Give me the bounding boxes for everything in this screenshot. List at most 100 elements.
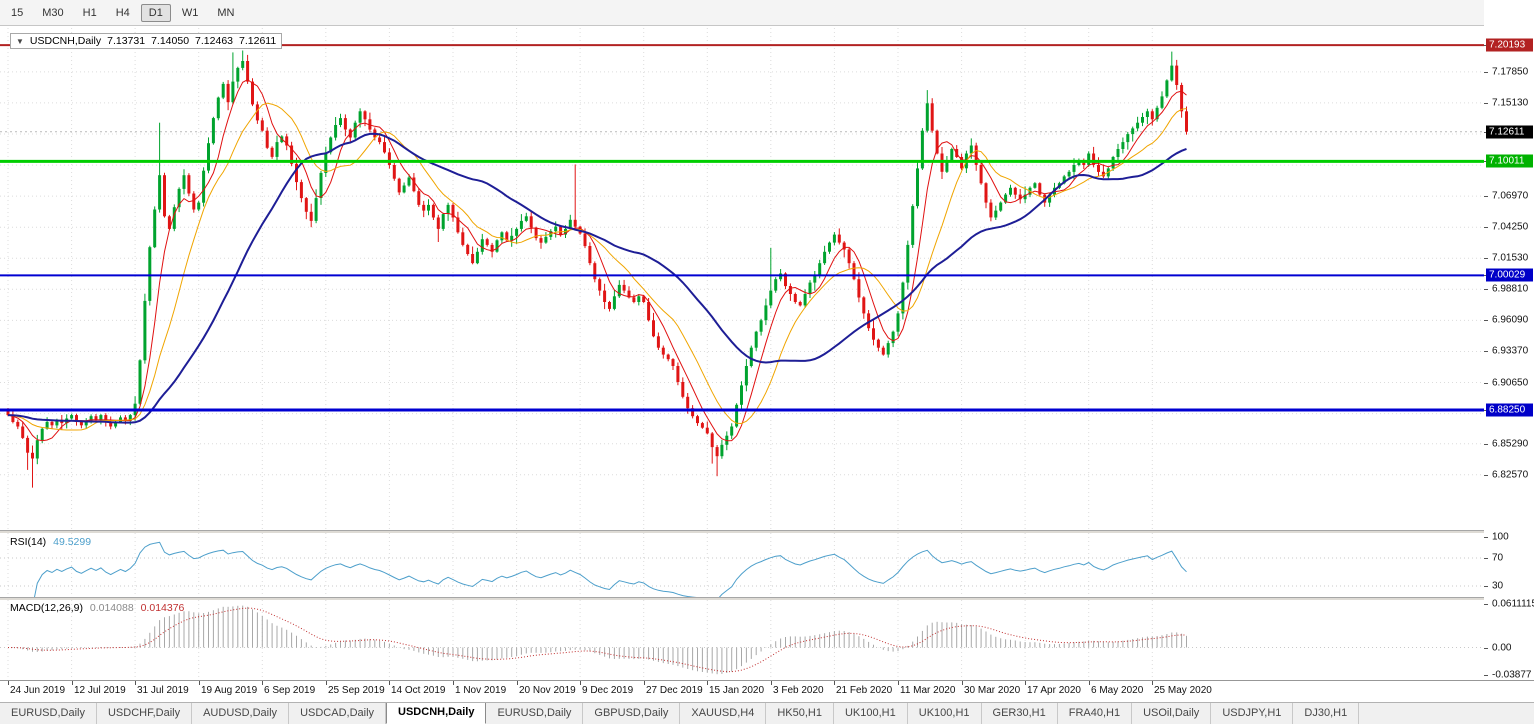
price-axis-label: 100 [1492,531,1509,543]
date-label: 20 Nov 2019 [519,685,576,696]
price-scale[interactable]: 7.17850 7.15130 7.06970 7.04250 7.01530 6.988… [1484,0,1534,681]
time-tick-mark [517,681,518,685]
chart-tab-3-usdcad[interactable]: USDCAD,Daily [289,703,387,724]
chart-tab-0-eurusd[interactable]: EURUSD,Daily [0,703,97,724]
time-tick-mark [326,681,327,685]
time-tick-mark [771,681,772,685]
timeframe-button-15[interactable]: 15 [11,6,24,19]
date-label: 25 Sep 2019 [328,685,385,696]
main-chart-plot-area[interactable] [0,28,1484,530]
timeframe-button-mn[interactable]: MN [217,6,235,19]
chart-tab-2-audusd[interactable]: AUDUSD,Daily [192,703,290,724]
ohlc-close-value: 7.12611 [239,35,277,47]
macd-name: MACD(12,26,9) [10,602,83,614]
ohlc-open-value: 7.13731 [107,35,146,47]
price-axis-label: 6.96090 [1492,314,1529,326]
date-label: 21 Feb 2020 [836,685,893,696]
chart-tab-bar: EURUSD,Daily USDCHF,Daily AUDUSD,Daily USDC… [0,702,1534,724]
date-label: 3 Feb 2020 [773,685,824,696]
axis-tick-mark [1484,289,1488,290]
time-tick-mark [8,681,9,685]
chart-tab-6-gbpusd[interactable]: GBPUSD,Daily [583,703,681,724]
price-axis-label: 6.98810 [1492,283,1529,295]
ohlc-low-value: 7.12463 [195,35,234,47]
chart-ohlc-summary: ▼ USDCNH,Daily 7.13731 7.14050 7.12463 7… [10,33,283,49]
axis-tick-mark [1484,475,1488,476]
axis-tick-mark [1484,196,1488,197]
macd-indicator-panel[interactable] [0,600,1484,680]
panel-splitter-rsi-macd[interactable] [0,597,1534,600]
date-label: 31 Jul 2019 [137,685,189,696]
price-axis-label: -0.03877 [1492,669,1532,681]
date-label: 30 Mar 2020 [964,685,1021,696]
rsi-value: 49.5299 [53,536,92,548]
time-tick-mark [834,681,835,685]
axis-tick-mark [1484,444,1488,445]
chart-tab-7-xauusd[interactable]: XAUUSD,H4 [680,703,767,724]
price-axis-label: 6.90650 [1492,377,1529,389]
chart-tab-9-uk100[interactable]: UK100,H1 [834,703,908,724]
chart-tab-13-usoil[interactable]: USOil,Daily [1132,703,1212,724]
time-tick-mark [707,681,708,685]
chart-tab-1-usdchf[interactable]: USDCHF,Daily [97,703,193,724]
date-label: 19 Aug 2019 [201,685,258,696]
time-scale[interactable]: 24 Jun 2019 12 Jul 2019 31 Jul 2019 19 Aug … [0,681,1534,702]
timeframe-button-h4[interactable]: H4 [115,6,130,19]
timeframe-button-m30[interactable]: M30 [42,6,64,19]
chevron-down-icon[interactable]: ▼ [16,36,24,46]
price-axis-label: 6.82570 [1492,469,1529,481]
time-scale-border [0,680,1534,681]
axis-tick-mark [1484,258,1488,259]
date-label: 25 May 2020 [1154,685,1212,696]
macd-main-value: 0.014088 [89,602,134,614]
date-label: 17 Apr 2020 [1027,685,1081,696]
axis-tick-mark [1484,537,1488,538]
date-label: 12 Jul 2019 [74,685,126,696]
date-label: 24 Jun 2019 [10,685,66,696]
price-axis-label: 7.04250 [1492,221,1529,233]
chart-tab-10-uk100[interactable]: UK100,H1 [908,703,982,724]
price-badge: 6.88250 [1486,403,1533,417]
macd-signal-value: 0.014376 [140,602,185,614]
time-tick-mark [898,681,899,685]
chart-tab-4-usdcnh[interactable]: USDCNH,Daily [386,703,487,724]
timeframe-button-d1[interactable]: D1 [140,3,171,22]
chart-tab-15-dj30[interactable]: DJ30,H1 [1293,703,1360,724]
price-axis-label: 7.06970 [1492,190,1529,202]
axis-tick-mark [1484,558,1488,559]
price-badge: 7.10011 [1486,154,1533,168]
axis-tick-mark [1484,383,1488,384]
panel-splitter-main-rsi[interactable] [0,530,1534,533]
price-axis-label: 7.17850 [1492,66,1529,78]
time-tick-mark [644,681,645,685]
time-tick-mark [453,681,454,685]
axis-tick-mark [1484,604,1488,605]
date-label: 6 Sep 2019 [264,685,316,696]
time-tick-mark [1152,681,1153,685]
date-label: 1 Nov 2019 [455,685,507,696]
chart-tab-11-ger30[interactable]: GER30,H1 [982,703,1058,724]
timeframe-toolbar: 15 M30 H1 H4 D1 W1 MN [0,0,1534,26]
time-tick-mark [580,681,581,685]
date-label: 27 Dec 2019 [646,685,703,696]
date-label: 15 Jan 2020 [709,685,765,696]
chart-tab-8-hk50[interactable]: HK50,H1 [766,703,834,724]
price-badge: 7.20193 [1486,38,1533,52]
date-label: 9 Dec 2019 [582,685,634,696]
axis-tick-mark [1484,351,1488,352]
date-label: 6 May 2020 [1091,685,1144,696]
axis-tick-mark [1484,675,1488,676]
axis-tick-mark [1484,648,1488,649]
date-label: 11 Mar 2020 [900,685,956,696]
rsi-indicator-label: RSI(14) 49.5299 [10,536,95,548]
price-axis-label: 6.85290 [1492,438,1529,450]
ohlc-high-value: 7.14050 [151,35,190,47]
price-axis-label: 7.01530 [1492,252,1529,264]
chart-tab-12-fra40[interactable]: FRA40,H1 [1058,703,1133,724]
rsi-indicator-panel[interactable] [0,533,1484,597]
price-axis-label: 30 [1492,580,1504,592]
chart-tab-14-usdjpy[interactable]: USDJPY,H1 [1211,703,1294,724]
timeframe-button-w1[interactable]: W1 [181,6,199,19]
timeframe-button-h1[interactable]: H1 [82,6,97,19]
chart-tab-5-eurusd[interactable]: EURUSD,Daily [486,703,584,724]
